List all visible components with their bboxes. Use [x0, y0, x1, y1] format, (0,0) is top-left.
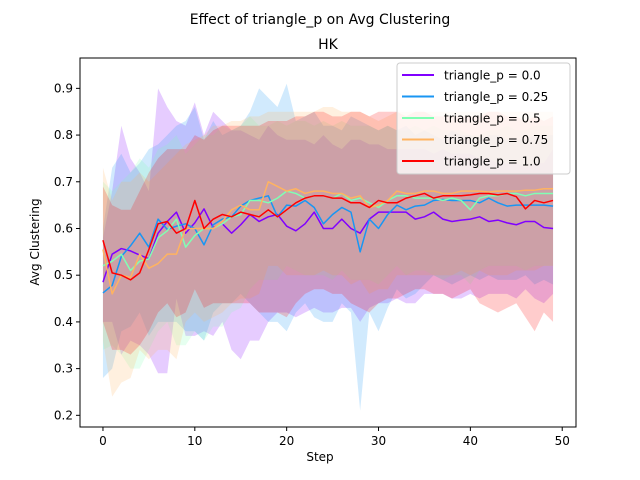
x-axis-label: Step: [306, 450, 333, 464]
y-tick-label: 0.9: [54, 81, 73, 95]
legend-label-2: triangle_p = 0.5: [444, 112, 541, 126]
y-tick-label: 0.2: [54, 408, 73, 422]
x-tick-label: 50: [555, 434, 570, 448]
x-tick-label: 10: [187, 434, 202, 448]
line-series-4: [102, 192, 554, 281]
band-series-2: [102, 116, 554, 369]
line-series-0: [102, 208, 554, 283]
x-tick-label: 40: [463, 434, 478, 448]
y-tick-label: 0.6: [54, 221, 73, 235]
confidence-bands: [102, 83, 554, 411]
legend-box: [396, 62, 571, 175]
legend-label-1: triangle_p = 0.25: [444, 90, 548, 104]
chart-subtitle: HK: [318, 37, 339, 53]
series-lines: [102, 181, 554, 295]
legend-label-0: triangle_p = 0.0: [444, 69, 541, 83]
y-tick-label: 0.7: [54, 175, 73, 189]
line-series-3: [102, 181, 554, 295]
y-tick-label: 0.4: [54, 315, 73, 329]
y-axis: 0.2 0.3 0.4 0.5 0.6 0.7 0.8 0.9: [54, 81, 80, 422]
legend-label-3: triangle_p = 0.75: [444, 133, 548, 147]
x-tick-label: 20: [279, 434, 294, 448]
band-series-3: [102, 107, 554, 397]
y-tick-label: 0.8: [54, 128, 73, 142]
plot-frame: [79, 57, 577, 428]
x-tick-label: 0: [99, 434, 107, 448]
y-axis-label: Avg Clustering: [28, 198, 42, 285]
x-axis: 0 10 20 30 40 50: [99, 427, 570, 448]
chart-title: Effect of triangle_p on Avg Clustering: [190, 12, 451, 28]
y-tick-label: 0.5: [54, 268, 73, 282]
x-tick-label: 30: [371, 434, 386, 448]
y-tick-label: 0.3: [54, 362, 73, 376]
legend-label-4: triangle_p = 1.0: [444, 155, 541, 169]
legend: triangle_p = 0.0 triangle_p = 0.25 triangl…: [396, 62, 571, 175]
